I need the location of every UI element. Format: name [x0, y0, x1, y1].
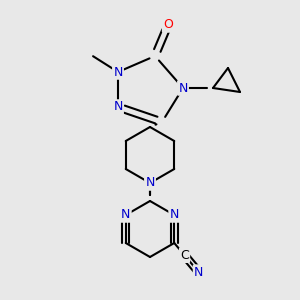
Text: C: C	[180, 249, 189, 262]
Text: O: O	[163, 19, 173, 32]
Text: N: N	[145, 176, 155, 190]
Text: N: N	[178, 82, 188, 94]
Text: N: N	[121, 208, 130, 221]
Text: N: N	[169, 208, 179, 221]
Text: N: N	[113, 100, 123, 113]
Text: N: N	[194, 266, 203, 279]
Text: N: N	[113, 65, 123, 79]
